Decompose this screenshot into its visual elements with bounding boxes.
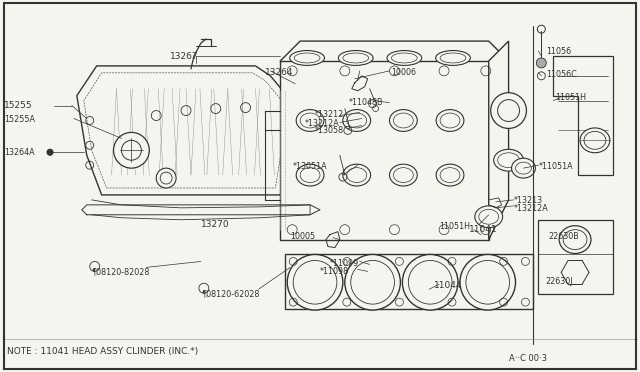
- Text: 11056C: 11056C: [547, 70, 577, 79]
- Polygon shape: [553, 56, 612, 175]
- Ellipse shape: [493, 149, 524, 171]
- Text: *11098: *11098: [320, 267, 349, 276]
- Ellipse shape: [339, 51, 373, 65]
- Text: *11048B: *11048B: [349, 98, 383, 107]
- Ellipse shape: [559, 226, 591, 253]
- Polygon shape: [77, 66, 295, 195]
- Text: ¶08120-82028: ¶08120-82028: [92, 267, 150, 276]
- Text: 11051H: 11051H: [556, 93, 586, 102]
- Text: 15255: 15255: [4, 101, 33, 110]
- Text: *13212A: *13212A: [513, 204, 548, 213]
- Ellipse shape: [580, 128, 610, 153]
- Ellipse shape: [475, 206, 502, 228]
- Ellipse shape: [436, 110, 464, 131]
- Text: 13267: 13267: [170, 52, 198, 61]
- Text: 22630B: 22630B: [548, 232, 579, 241]
- Ellipse shape: [290, 51, 324, 65]
- Text: 13264A: 13264A: [4, 148, 35, 157]
- Text: 11051H: 11051H: [439, 222, 470, 231]
- Text: *13213: *13213: [513, 196, 543, 205]
- Circle shape: [113, 132, 149, 168]
- Ellipse shape: [343, 110, 371, 131]
- Text: *11099: *11099: [330, 259, 359, 269]
- Circle shape: [403, 254, 458, 310]
- Circle shape: [287, 254, 343, 310]
- Ellipse shape: [343, 164, 371, 186]
- Text: 11044: 11044: [434, 281, 463, 290]
- Ellipse shape: [390, 164, 417, 186]
- Ellipse shape: [387, 51, 422, 65]
- Circle shape: [491, 93, 527, 128]
- Ellipse shape: [436, 51, 470, 65]
- Bar: [285, 254, 533, 309]
- Polygon shape: [280, 41, 509, 81]
- Text: *11051A: *11051A: [538, 162, 573, 171]
- Ellipse shape: [296, 164, 324, 186]
- Text: *13051A: *13051A: [293, 162, 328, 171]
- Circle shape: [345, 254, 401, 310]
- Circle shape: [156, 168, 176, 188]
- Ellipse shape: [511, 158, 536, 178]
- Text: 10005: 10005: [290, 232, 316, 241]
- Text: 13270: 13270: [201, 220, 230, 229]
- Polygon shape: [280, 61, 489, 240]
- Ellipse shape: [436, 164, 464, 186]
- Bar: [538, 220, 612, 294]
- Text: ¶08120-62028: ¶08120-62028: [201, 289, 259, 298]
- Text: NOTE : 11041 HEAD ASSY CLINDER (INC.*): NOTE : 11041 HEAD ASSY CLINDER (INC.*): [7, 347, 198, 356]
- Polygon shape: [489, 41, 509, 240]
- Ellipse shape: [296, 110, 324, 131]
- Text: *13212A: *13212A: [305, 119, 340, 128]
- Circle shape: [369, 100, 376, 108]
- Text: *13212: *13212: [315, 110, 344, 119]
- Text: 10006: 10006: [392, 68, 417, 77]
- Text: *13058: *13058: [315, 126, 344, 135]
- Circle shape: [47, 149, 53, 155]
- Text: 11056: 11056: [547, 47, 572, 56]
- Circle shape: [460, 254, 516, 310]
- Ellipse shape: [390, 110, 417, 131]
- Text: 11041: 11041: [469, 225, 497, 234]
- Text: 22630J: 22630J: [545, 277, 573, 286]
- Text: 15255A: 15255A: [4, 115, 35, 124]
- Text: 13264: 13264: [266, 68, 294, 77]
- Circle shape: [536, 58, 547, 68]
- Text: A··C 00·3: A··C 00·3: [509, 354, 547, 363]
